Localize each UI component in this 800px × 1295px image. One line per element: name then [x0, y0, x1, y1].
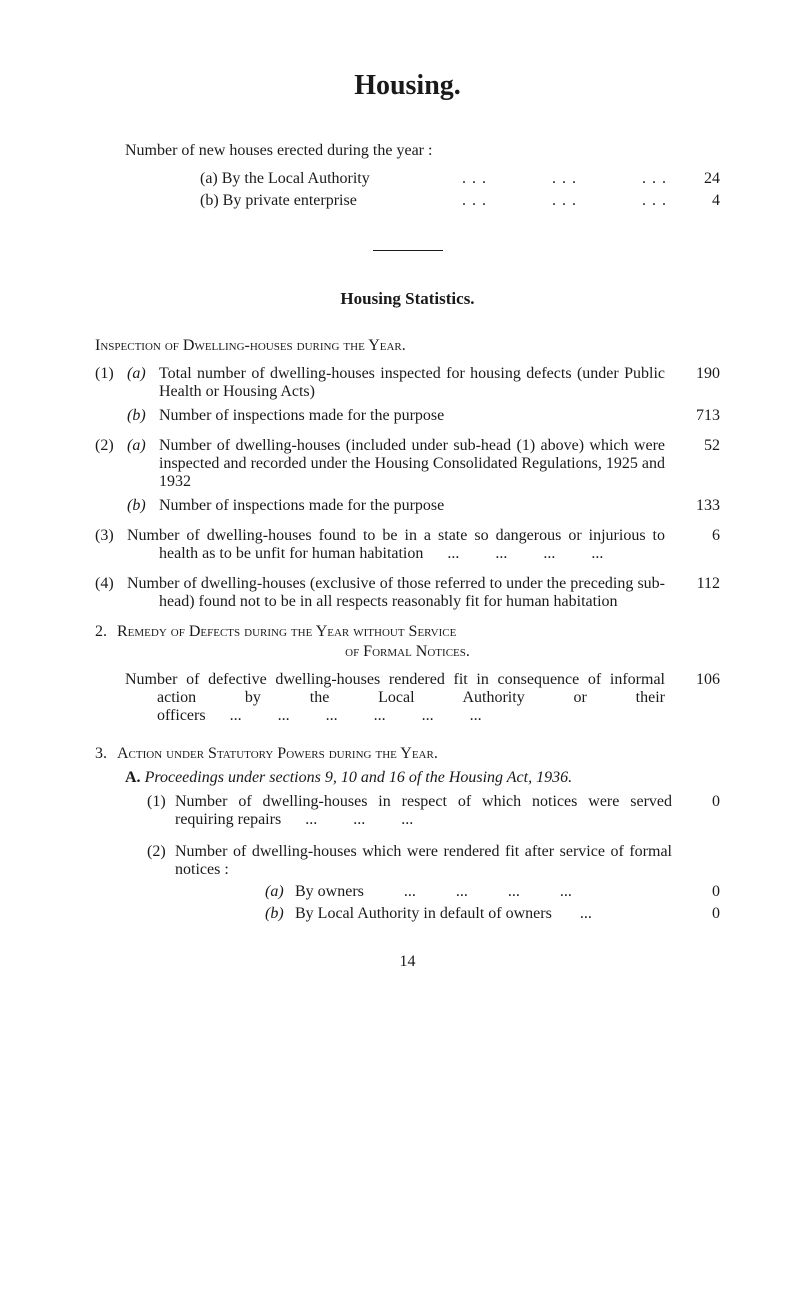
text: Number of dwelling-houses in respect of … [175, 793, 672, 829]
text: Number of dwelling-houses (included unde… [159, 437, 665, 491]
section2-title-line2: of Formal Notices. [95, 643, 720, 661]
houses-item-b: (b) By private enterprise ... ... ... 4 [95, 192, 720, 210]
value: 106 [665, 671, 720, 689]
section1-title: Inspection of Dwelling-houses during the… [95, 337, 720, 355]
section2-body: Number of defective dwelling-houses rend… [95, 671, 720, 725]
text: Number of inspections made for the purpo… [159, 407, 665, 425]
num: (2) [95, 437, 127, 455]
text: Number of dwelling-houses found to be in… [127, 527, 665, 563]
num: (4) [95, 575, 127, 593]
sub: (a) [265, 883, 295, 901]
sec3-item-2a: (a) By owners ... ... ... ... 0 [95, 883, 720, 901]
text: Number of inspections made for the purpo… [159, 497, 665, 515]
sub: (b) [127, 407, 159, 425]
num: 2. [95, 623, 117, 641]
text: By owners ... ... ... ... [295, 883, 682, 901]
leader-dots: ... ... ... [454, 170, 680, 188]
item-3: (3) Number of dwelling-houses found to b… [95, 527, 720, 563]
text: By Local Authority in default of owners … [295, 905, 682, 923]
sub: (a) [127, 437, 159, 455]
sub: (b) [265, 905, 295, 923]
intro-text: Number of new houses erected during the … [95, 142, 720, 160]
leader-dots: ... ... ... [454, 192, 680, 210]
value: 713 [665, 407, 720, 425]
sec3-item-2b: (b) By Local Authority in default of own… [95, 905, 720, 923]
item-4: (4) Number of dwelling-houses (exclusive… [95, 575, 720, 611]
num: (3) [95, 527, 127, 545]
title: Remedy of Defects during the Year withou… [117, 623, 720, 641]
num: (2) [147, 843, 175, 879]
text: Number of dwelling-houses (exclusive of … [127, 575, 665, 611]
value: 0 [682, 883, 720, 901]
item-2: (2) (a) Number of dwelling-houses (inclu… [95, 437, 720, 515]
divider [373, 250, 443, 251]
text: Number of defective dwelling-houses rend… [125, 671, 665, 725]
sub: (a) [127, 365, 159, 383]
sec3-item-1: (1) Number of dwelling-houses in respect… [95, 793, 720, 829]
item-1: (1) (a) Total number of dwelling-houses … [95, 365, 720, 425]
label: (b) By private enterprise [200, 192, 454, 210]
value: 0 [672, 793, 720, 829]
section2-title: 2. Remedy of Defects during the Year wit… [95, 623, 720, 641]
proceedings: A. Proceedings under sections 9, 10 and … [95, 769, 720, 787]
sec3-item-2: (2) Number of dwelling-houses which were… [95, 843, 720, 879]
num: (1) [95, 365, 127, 383]
value: 0 [682, 905, 720, 923]
label: (a) By the Local Authority [200, 170, 454, 188]
num: 3. [95, 745, 117, 763]
statistics-heading: Housing Statistics. [95, 289, 720, 309]
document-page: Housing. Number of new houses erected du… [0, 0, 800, 1011]
houses-item-a: (a) By the Local Authority ... ... ... 2… [95, 170, 720, 188]
value: 4 [680, 192, 720, 210]
value: 52 [665, 437, 720, 455]
value: 112 [665, 575, 720, 593]
value: 190 [665, 365, 720, 383]
page-title: Housing. [95, 70, 720, 102]
value: 133 [665, 497, 720, 515]
value: 6 [665, 527, 720, 545]
page-number: 14 [95, 953, 720, 971]
value: 24 [680, 170, 720, 188]
text: Proceedings under sections 9, 10 and 16 … [145, 769, 573, 786]
num: (1) [147, 793, 175, 829]
sub: (b) [127, 497, 159, 515]
text: Total number of dwelling-houses inspecte… [159, 365, 665, 401]
title: Action under Statutory Powers during the… [117, 745, 720, 763]
lead: A. [125, 769, 141, 786]
text: Number of dwelling-houses which were ren… [175, 843, 672, 879]
section3-title: 3. Action under Statutory Powers during … [95, 745, 720, 763]
